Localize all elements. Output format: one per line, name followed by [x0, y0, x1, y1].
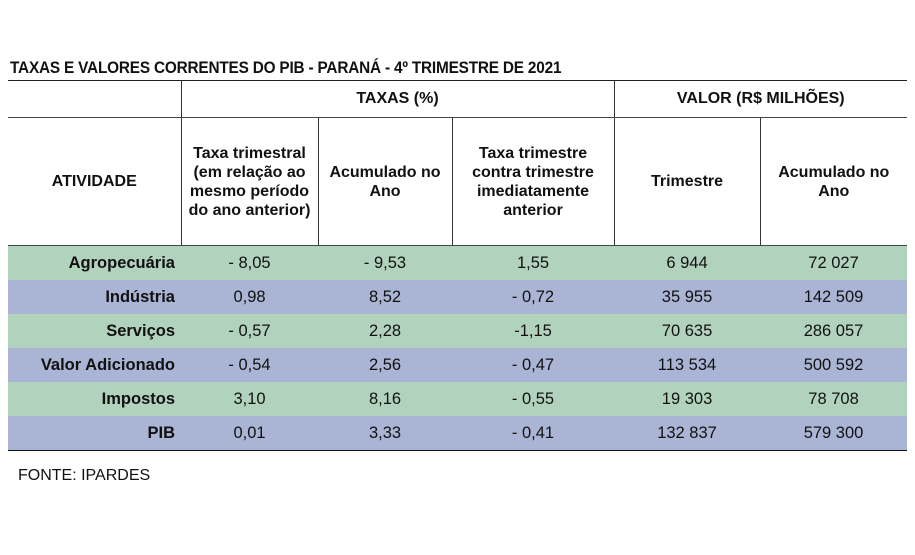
- cell-valor-trimestre: 35 955: [614, 280, 761, 314]
- cell-valor-trimestre: 113 534: [614, 348, 761, 382]
- cell-acumulado-ano: 8,16: [318, 382, 452, 416]
- cell-valor-trimestre: 70 635: [614, 314, 761, 348]
- cell-acumulado-ano: 3,33: [318, 416, 452, 451]
- group-header-valor: VALOR (R$ MILHÕES): [613, 80, 908, 118]
- cell-atividade: Valor Adicionado: [8, 348, 181, 382]
- table-row: Serviços - 0,57 2,28 -1,15 70 635 286 05…: [8, 314, 908, 348]
- table-row: Indústria 0,98 8,52 - 0,72 35 955 142 50…: [8, 280, 908, 314]
- cell-valor-acumulado: 72 027: [760, 245, 908, 280]
- cell-atividade: Indústria: [8, 280, 181, 314]
- table-row: Impostos 3,10 8,16 - 0,55 19 303 78 708: [8, 382, 908, 416]
- cell-valor-trimestre: 6 944: [614, 245, 761, 280]
- cell-taxa-trimestral: - 0,54: [181, 348, 318, 382]
- cell-valor-acumulado: 78 708: [760, 382, 908, 416]
- cell-valor-acumulado: 579 300: [760, 416, 908, 451]
- cell-valor-trimestre: 132 837: [614, 416, 761, 451]
- cell-taxa-trimestral: 0,98: [181, 280, 318, 314]
- cell-taxa-trimestral: - 0,57: [181, 314, 318, 348]
- cell-acumulado-ano: 2,28: [318, 314, 452, 348]
- table-row: Agropecuária - 8,05 - 9,53 1,55 6 944 72…: [8, 245, 908, 280]
- cell-taxa-trimestre-anterior: -1,15: [452, 314, 615, 348]
- cell-valor-trimestre: 19 303: [614, 382, 761, 416]
- source-note: FONTE: IPARDES: [18, 467, 151, 484]
- cell-taxa-trimestre-anterior: 1,55: [452, 245, 615, 280]
- cell-atividade: Serviços: [8, 314, 181, 348]
- cell-valor-acumulado: 142 509: [760, 280, 908, 314]
- col-header-valor-trimestre: Trimestre: [613, 117, 761, 246]
- cell-acumulado-ano: 2,56: [318, 348, 452, 382]
- table-row: PIB 0,01 3,33 - 0,41 132 837 579 300: [8, 416, 908, 451]
- cell-taxa-trimestre-anterior: - 0,47: [452, 348, 615, 382]
- cell-taxa-trimestral: 3,10: [181, 382, 318, 416]
- pib-table: TAXAS (%) VALOR (R$ MILHÕES) ATIVIDADE T…: [8, 80, 908, 451]
- table-title: TAXAS E VALORES CORRENTES DO PIB - PARAN…: [10, 59, 562, 77]
- cell-atividade: PIB: [8, 416, 181, 451]
- cell-taxa-trimestre-anterior: - 0,55: [452, 382, 615, 416]
- table-row: Valor Adicionado - 0,54 2,56 - 0,47 113 …: [8, 348, 908, 382]
- cell-valor-acumulado: 286 057: [760, 314, 908, 348]
- cell-taxa-trimestral: - 8,05: [181, 245, 318, 280]
- header-blank: [8, 80, 181, 118]
- group-header-taxas: TAXAS (%): [180, 80, 615, 118]
- col-header-atividade: ATIVIDADE: [8, 117, 181, 246]
- cell-taxa-trimestral: 0,01: [181, 416, 318, 451]
- cell-atividade: Agropecuária: [8, 245, 181, 280]
- col-header-valor-acumulado: Acumulado no Ano: [759, 117, 908, 246]
- col-header-acumulado-ano: Acumulado no Ano: [317, 117, 452, 246]
- cell-acumulado-ano: 8,52: [318, 280, 452, 314]
- cell-valor-acumulado: 500 592: [760, 348, 908, 382]
- cell-acumulado-ano: - 9,53: [318, 245, 452, 280]
- cell-atividade: Impostos: [8, 382, 181, 416]
- cell-taxa-trimestre-anterior: - 0,72: [452, 280, 615, 314]
- col-header-taxa-trimestre-anterior: Taxa trimestre contra trimestre imediata…: [451, 117, 615, 246]
- col-header-taxa-trimestral: Taxa trimestral (em relação ao mesmo per…: [180, 117, 318, 246]
- cell-taxa-trimestre-anterior: - 0,41: [452, 416, 615, 451]
